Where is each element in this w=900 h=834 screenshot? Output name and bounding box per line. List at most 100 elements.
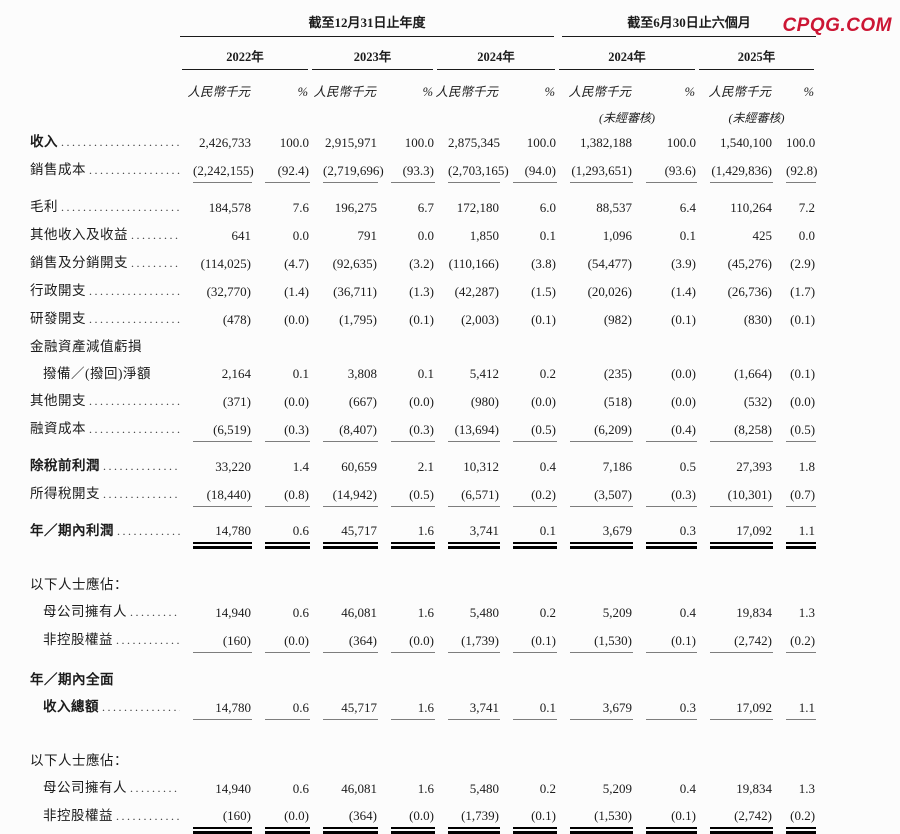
cell-value: 0.1 [679,228,697,243]
empty-cell [30,102,557,127]
cell-value: 14,940 [215,605,251,620]
year-2024-interim: 2024年 [557,37,697,70]
cell-value: (0.0) [671,366,697,381]
cell-value: 2,426,733 [199,135,251,150]
cell-value: 791 [357,228,378,243]
cell-value: 45,717 [310,507,378,549]
cell-value: 2.1 [417,459,434,474]
cell-value: (13,694) [435,414,500,442]
row-label: 所得稅開支...................................… [30,486,180,501]
cell-value: (3.9) [671,256,697,271]
row-label: 年／期內全面 [30,672,114,687]
cell-value: (160) [180,801,252,834]
cell-value: (1,429,836) [697,155,774,183]
cell-value: 1.6 [378,692,435,720]
cell-value: (1,530) [557,801,634,834]
cell-value: (93.3) [378,155,435,183]
dot-leader: ........................................… [61,200,180,214]
cell-value: (235) [603,366,633,381]
cell-value: (2,242,155) [180,155,254,183]
table-row: 所得稅開支...................................… [30,479,817,507]
cell-value: 425 [752,228,773,243]
cell-value: 0.3 [633,507,698,549]
cell-value: 0.3 [633,692,698,720]
cell-value: 0.6 [292,781,309,796]
table-row: 行政開支....................................… [30,276,816,304]
cell-value: (6,209) [557,414,634,442]
cell-value: 0.1 [500,507,558,549]
cell-value: (0.8) [252,479,310,507]
cell-value: (26,736) [727,284,773,299]
cell-value: (54,477) [587,256,633,271]
dot-leader: ........................................… [89,394,180,408]
cell-value: (0.1) [790,366,816,381]
cell-value: 1.6 [417,605,434,620]
cell-value: (0.0) [671,394,697,409]
cell-value: (0.1) [790,312,816,327]
cell-value [435,720,500,773]
cell-value: (0.1) [500,625,558,653]
cell-value [252,544,310,597]
cell-value: (0.1) [409,312,434,327]
cell-value: (1,293,651) [557,155,634,183]
cell-value: 2,164 [221,366,251,381]
cell-value [500,544,557,597]
cell-value: (8,258) [697,414,774,442]
period-group-interim-title: 截至6月30日止六個月 [562,8,817,37]
cell-value [633,720,697,773]
cell-value: 88,537 [596,200,633,215]
cell-value [557,653,633,692]
table-body: 收入......................................… [30,127,817,834]
table-row: 年／期內全面 [30,653,816,692]
cell-value: 6.7 [417,200,434,215]
cell-value: 0.1 [539,228,557,243]
cell-value: 1.6 [417,781,434,796]
cell-value: (0.2) [773,625,817,653]
cell-value: 2,915,971 [325,135,377,150]
cell-value: (110,166) [448,256,499,271]
table-header: 截至12月31日止年度 截至6月30日止六個月 2022年 2023年 2024… [30,8,817,127]
row-label: 非控股權益...................................… [30,801,180,829]
row-label: 研發開支....................................… [30,311,180,326]
cell-value: 1.1 [773,507,817,549]
cell-value: (0.1) [671,312,697,327]
dot-leader: ........................................… [102,700,180,714]
cell-value: 1.3 [798,781,816,796]
cell-value: (0.0) [790,394,816,409]
cell-value: 0.4 [539,459,557,474]
cell-value: (2,703,165) [435,155,509,183]
cell-value: (0.5) [773,414,817,442]
cell-value: 5,209 [602,781,633,796]
cell-value: 100.0 [404,135,434,150]
row-label: 以下人士應佔： [30,753,128,768]
cell-value: (1.7) [790,284,816,299]
cell-value: (3.8) [531,256,557,271]
cell-value [180,544,252,597]
cell-value: 7.2 [798,200,816,215]
cell-value [252,720,310,773]
table-row: 非控股權益...................................… [30,625,817,653]
cell-value: (8,407) [310,414,378,442]
cell-value: (0.3) [378,414,435,442]
dot-leader: ........................................… [116,633,180,647]
cell-value: (0.3) [633,479,698,507]
percent-label: % [422,85,433,99]
cell-value: 27,393 [736,459,773,474]
year-header-row: 2022年 2023年 2024年 2024年 2025年 [30,37,816,70]
cell-value: (0.1) [633,801,698,834]
empty-cell [30,37,180,70]
cell-value [697,544,773,597]
cell-value: (0.0) [378,801,435,834]
cell-value: 7,186 [602,459,633,474]
cell-value: (0.7) [773,479,817,507]
cell-value: 100.0 [786,135,816,150]
cell-value: (667) [348,394,377,409]
cell-value: (32,770) [206,284,251,299]
period-group-annual: 截至12月31日止年度 [180,8,557,37]
table-row: 年／期內利潤..................................… [30,507,817,549]
cell-value [252,653,310,692]
cell-value: (45,276) [727,256,773,271]
row-label: 撥備／(撥回)淨額 [43,366,151,381]
cell-value: (92.4) [252,155,310,183]
cell-value [310,332,378,359]
